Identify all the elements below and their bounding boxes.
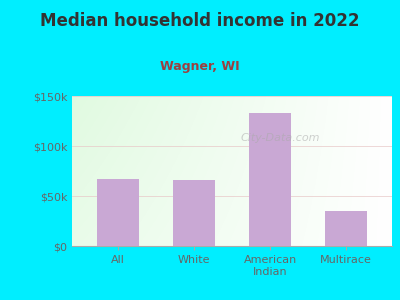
Text: Wagner, WI: Wagner, WI [160,60,240,73]
Text: Median household income in 2022: Median household income in 2022 [40,12,360,30]
Text: City-Data.com: City-Data.com [240,133,320,143]
Bar [249,113,291,246]
Bar [325,211,367,246]
Bar [97,179,139,246]
Bar [173,180,215,246]
